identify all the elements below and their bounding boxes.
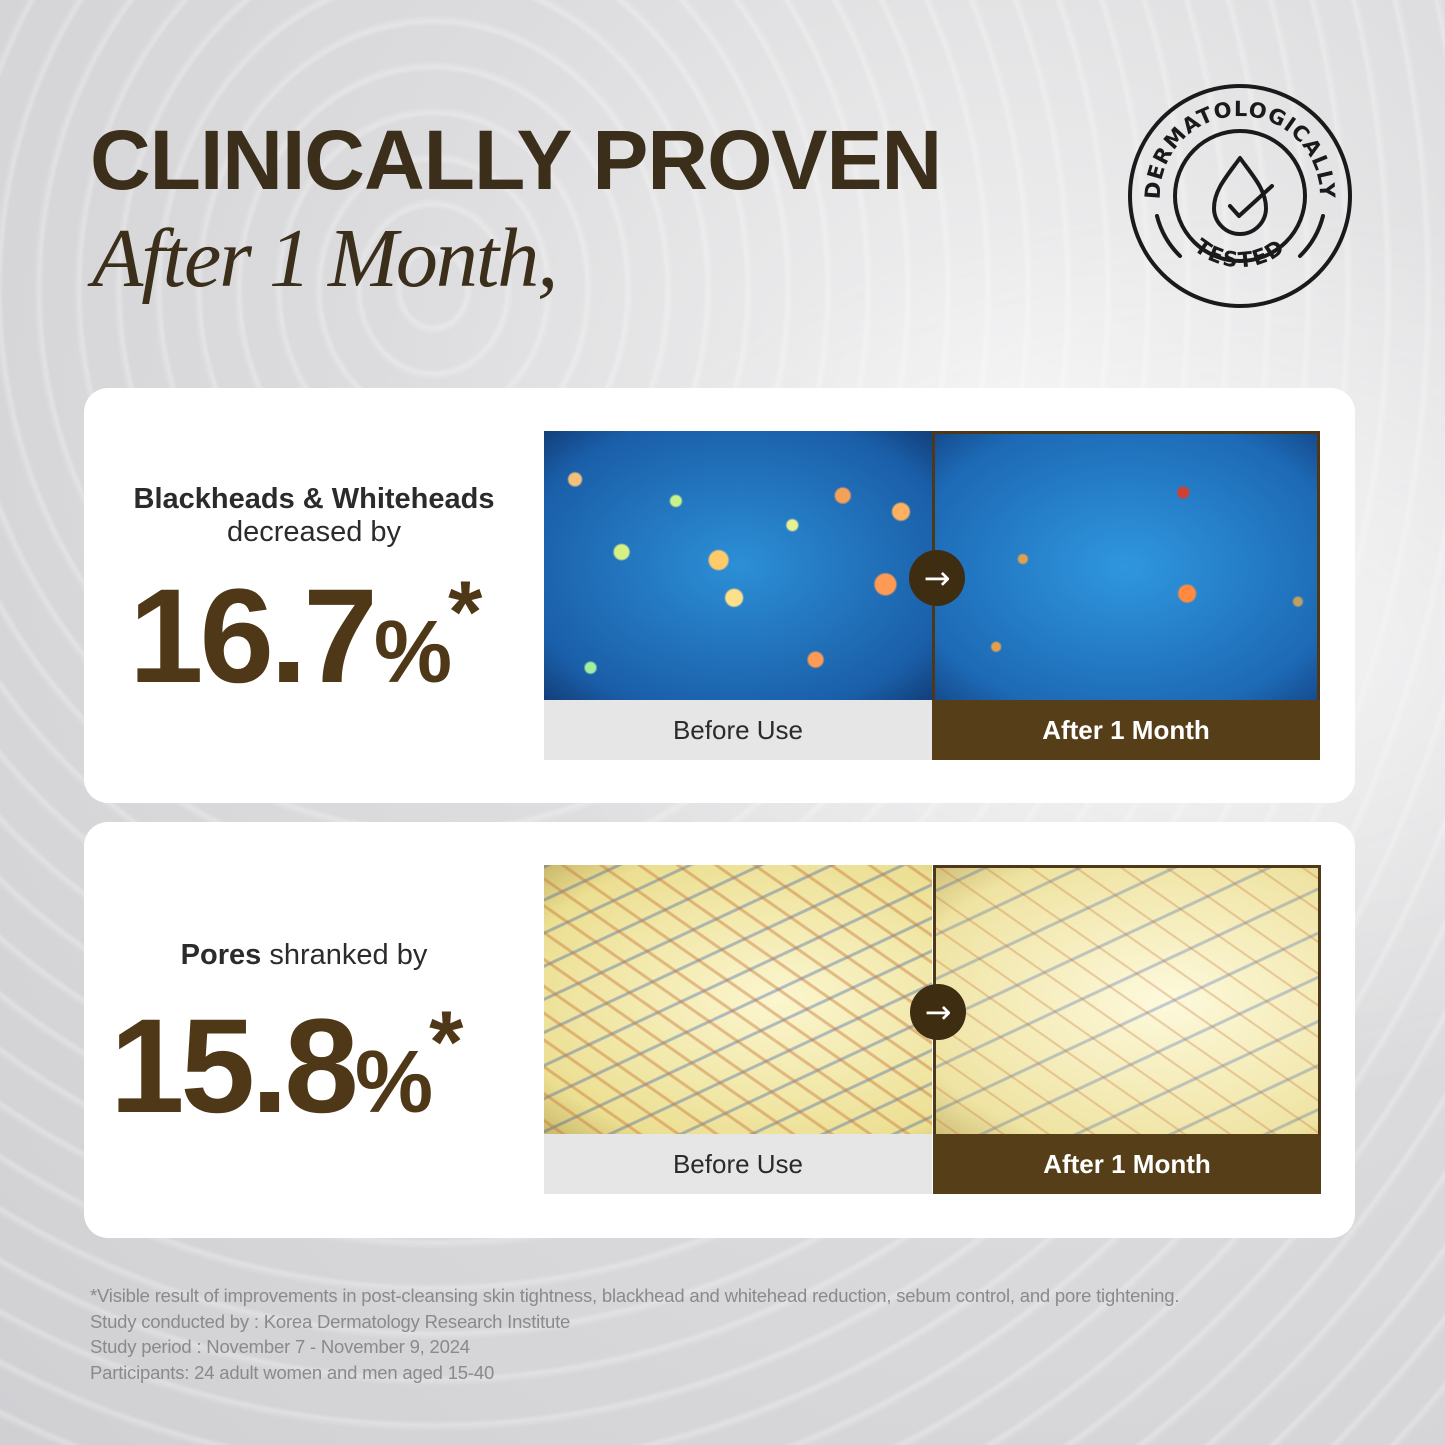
result-card-pores: Pores shranked by 15.8%* Before Use Afte… — [84, 822, 1355, 1238]
badge-bottom-text: TESTED — [1190, 234, 1288, 273]
after-label: After 1 Month — [933, 1134, 1321, 1194]
after-skin-image — [932, 431, 1320, 700]
page-subtitle: After 1 Month, — [92, 212, 558, 305]
svg-text:TESTED: TESTED — [1190, 234, 1290, 273]
before-skin-image — [544, 865, 932, 1134]
result-card-blackheads: Blackheads & Whiteheads decreased by 16.7… — [84, 388, 1355, 803]
result-percentage: 16.7%* — [129, 562, 482, 711]
footnote-disclaimer: *Visible result of improvements in post-… — [90, 1285, 1180, 1306]
before-label: Before Use — [544, 1134, 932, 1194]
footnote-conducted-by: Study conducted by : Korea Dermatology R… — [90, 1310, 571, 1332]
after-skin-image — [933, 865, 1321, 1134]
footnotes: *Visible result of improvements in post-… — [90, 1283, 1179, 1385]
footnote-study-period: Study period : November 7 - November 9, … — [90, 1336, 470, 1357]
result-label: Pores shranked by — [180, 939, 428, 971]
arrow-right-icon: → — [909, 550, 965, 606]
before-skin-image — [544, 431, 932, 700]
footnote-participants: Participants: 24 adult women and men age… — [90, 1361, 495, 1383]
after-label: After 1 Month — [932, 700, 1320, 760]
result-percentage: 15.8%* — [110, 992, 463, 1141]
page-title: CLINICALLY PROVEN — [90, 113, 942, 207]
before-label: Before Use — [544, 700, 932, 760]
arrow-right-icon: → — [910, 984, 966, 1040]
water-drop-check-icon — [1212, 156, 1274, 236]
result-label: Blackheads & Whiteheads decreased by — [133, 483, 495, 548]
dermatologically-tested-badge: DERMATOLOGICALLY TESTED — [1128, 84, 1352, 308]
